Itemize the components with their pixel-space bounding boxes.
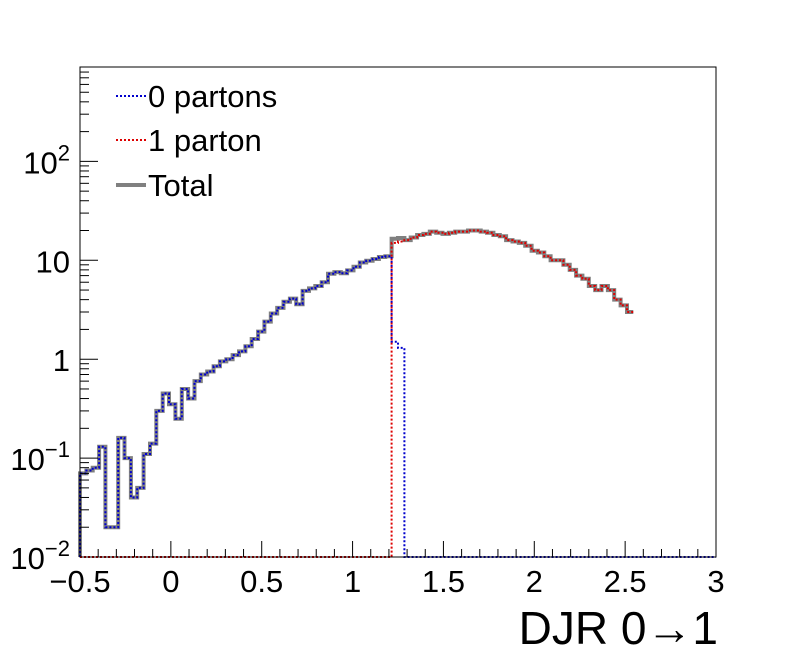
series-layer xyxy=(78,228,716,558)
x-tick-label: 1 xyxy=(344,564,361,599)
x-tick-label: −0.5 xyxy=(49,564,110,599)
y-tick-label: 10−1 xyxy=(10,437,70,477)
x-axis-title: DJR 0→1 xyxy=(519,602,718,654)
y-tick-label: 10 xyxy=(36,244,70,279)
x-tick-label: 3 xyxy=(707,564,724,599)
legend: 0 partons 1 parton Total xyxy=(116,79,277,203)
x-tick-label: 1.5 xyxy=(422,564,465,599)
legend-label: 0 partons xyxy=(148,79,277,114)
x-tick-label: 0.5 xyxy=(240,564,283,599)
legend-label: 1 parton xyxy=(148,123,262,158)
y-tick-label: 102 xyxy=(23,140,70,180)
x-tick-label: 0 xyxy=(162,564,179,599)
y-tick-label: 10−2 xyxy=(10,536,70,576)
legend-label: Total xyxy=(148,168,213,203)
x-tick-label: 2 xyxy=(526,564,543,599)
labels-layer: −0.5 0 0.5 1 1.5 2 2.5 3 10−2 10−1 1 10 102 xyxy=(10,140,724,599)
ticks-layer xyxy=(79,66,717,558)
y-tick-label: 1 xyxy=(53,343,70,378)
x-tick-label: 2.5 xyxy=(604,564,647,599)
